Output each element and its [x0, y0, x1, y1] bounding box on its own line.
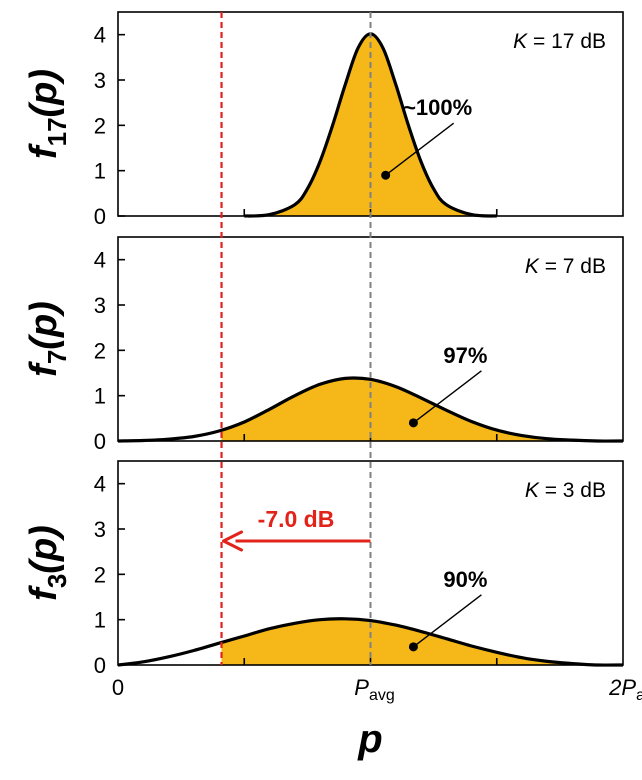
x-tick-label-2: 2Pa — [608, 675, 642, 704]
y-tick-label-2-2: 2 — [94, 338, 106, 363]
y-tick-label-2-4: 4 — [94, 248, 106, 273]
panel-3: 0 1 2 3 4 f3(p) K = 3 dB 90% — [23, 460, 624, 678]
y-axis-label-1: f17(p) — [23, 69, 72, 159]
share-dot-3 — [408, 642, 418, 652]
share-dot-2 — [408, 418, 418, 428]
y-axis-label-2: f7(p) — [23, 301, 72, 377]
density-curve-2 — [117, 376, 624, 443]
shift-label: -7.0 dB — [258, 506, 335, 532]
y-tick-label-1-4: 4 — [94, 23, 106, 48]
y-tick-label-3-0: 0 — [94, 653, 106, 678]
overlays: -7.0 dB — [220, 12, 372, 665]
k-label-1: K = 17 dB — [513, 30, 606, 53]
area-fill-2 — [221, 377, 623, 441]
x-tick-label-1: Pavg — [354, 675, 394, 704]
k-label-3: K = 3 dB — [525, 479, 606, 502]
panel-2: 0 1 2 3 4 f7(p) K = 7 dB 97% — [23, 236, 624, 454]
density-curve-3 — [117, 617, 624, 667]
x-tick-label-0: 0 — [112, 675, 124, 700]
y-tick-label-2-0: 0 — [94, 429, 106, 454]
y-axis-label-3: f3(p) — [23, 525, 72, 601]
share-leader-2 — [412, 370, 482, 424]
share-label-3: 90% — [443, 567, 487, 592]
y-tick-label-3-1: 1 — [94, 608, 106, 633]
y-tick-label-2-3: 3 — [94, 293, 106, 318]
y-tick-label-1-0: 0 — [94, 204, 106, 229]
y-tick-label-2-1: 1 — [94, 384, 106, 409]
y-tick-label-1-1: 1 — [94, 159, 106, 184]
share-label-2: 97% — [443, 343, 487, 368]
y-tick-label-3-3: 3 — [94, 517, 106, 542]
share-dot-1 — [381, 170, 391, 180]
area-fill-3 — [221, 618, 623, 665]
share-leader-1 — [385, 122, 455, 176]
x-axis-title: p — [357, 717, 382, 761]
panel-1: 0 1 2 3 4 f17(p) K = 17 dB ~100% — [23, 11, 624, 229]
y-tick-label-1-3: 3 — [94, 68, 106, 93]
panels: 0 1 2 3 4 f17(p) K = 17 dB ~100% 0 1 2 3 4 f7(p) K = 7… — [23, 11, 624, 678]
share-leader-3 — [412, 594, 482, 648]
y-tick-label-3-4: 4 — [94, 472, 106, 497]
y-tick-label-1-2: 2 — [94, 113, 106, 138]
x-axis: 0 Pavg 2Pa p — [112, 675, 642, 761]
shift-arrow-head — [222, 530, 244, 552]
share-label-1: ~100% — [403, 95, 472, 120]
k-label-2: K = 7 dB — [525, 255, 606, 278]
y-tick-label-3-2: 2 — [94, 562, 106, 587]
